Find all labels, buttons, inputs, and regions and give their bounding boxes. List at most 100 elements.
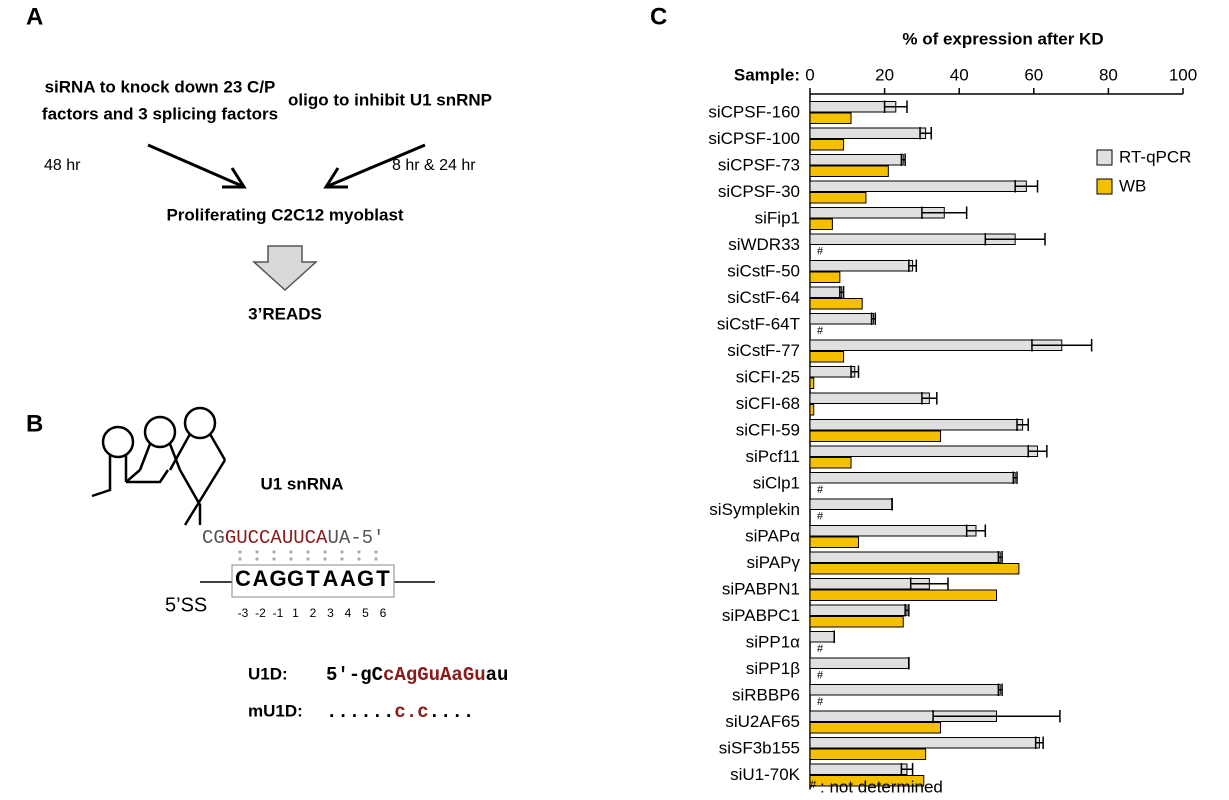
na-marker: # <box>817 696 824 708</box>
seq-part: CG <box>202 527 225 549</box>
positions: -3 -2 -1 1 2 3 4 5 6 <box>238 606 387 620</box>
na-marker: # <box>817 670 824 682</box>
position: -1 <box>273 606 284 620</box>
seq-part: GUCCAUUCA <box>225 527 328 549</box>
category-label: siPP1β <box>746 659 800 678</box>
bar <box>809 154 904 166</box>
logo-letter: T <box>306 566 320 591</box>
block-arrow <box>252 245 318 292</box>
category-label: siCstF-77 <box>727 341 800 360</box>
category-label: siPABPC1 <box>722 606 800 625</box>
na-marker: # <box>817 246 824 258</box>
legend-swatch <box>1096 149 1113 166</box>
category-label: siCstF-50 <box>727 261 800 280</box>
chart-title: % of expression after KD <box>902 29 1103 48</box>
seq-part: ...... <box>326 701 394 723</box>
error-bar <box>932 710 1061 723</box>
category-label: siPAPγ <box>746 553 800 572</box>
bar <box>809 366 856 378</box>
logo-letter: T <box>376 566 390 591</box>
bar <box>809 430 942 442</box>
bar <box>809 313 874 325</box>
position: -2 <box>255 606 266 620</box>
error-bar <box>839 286 845 299</box>
bar <box>809 392 930 404</box>
bar <box>809 298 863 310</box>
category-label: siSymplekin <box>709 500 800 519</box>
error-bar <box>1012 471 1018 484</box>
category-label: siCPSF-73 <box>718 155 800 174</box>
logo-letter: G <box>357 566 374 591</box>
legend-label: WB <box>1119 176 1146 195</box>
seq-part: UA-5′ <box>327 527 384 549</box>
bar <box>809 457 852 469</box>
error-bar <box>909 577 949 590</box>
bar <box>809 472 1016 484</box>
bar <box>809 657 910 669</box>
error-bar <box>900 153 906 166</box>
category-label: siCFI-59 <box>736 420 800 439</box>
category-label: siFip1 <box>755 208 800 227</box>
bar <box>809 139 845 151</box>
bar <box>809 286 843 298</box>
bar <box>809 616 904 628</box>
error-bar <box>921 206 968 219</box>
category-label: siPAPα <box>745 526 800 545</box>
logo-box <box>231 564 395 598</box>
error-bar <box>1014 180 1039 193</box>
error-bar <box>904 604 910 617</box>
category-label: siCstF-64T <box>717 314 800 333</box>
x-tick-label: 20 <box>875 65 894 84</box>
category-label: siPcf11 <box>746 447 801 466</box>
position: 6 <box>380 606 387 620</box>
oligo-name: mU1D: <box>248 701 303 720</box>
u1-sequence: CGGUCCAUUCAUA-5′ <box>202 527 384 549</box>
category-label: siCPSF-100 <box>708 129 800 148</box>
bar <box>809 589 997 601</box>
na-marker: # <box>817 511 824 523</box>
logo-letter: A <box>323 566 339 591</box>
category-label: siPP1α <box>746 632 800 651</box>
error-bar <box>908 259 918 272</box>
bar <box>809 404 815 416</box>
position: 5 <box>362 606 369 620</box>
right-text: oligo to inhibit U1 snRNP <box>288 90 492 109</box>
category-label: siPABPN1 <box>722 579 800 598</box>
bar <box>809 563 1020 575</box>
bar <box>809 631 835 643</box>
error-bar <box>870 312 877 325</box>
error-bar <box>1034 736 1044 749</box>
bar <box>809 722 942 734</box>
category-label: siCPSF-160 <box>708 102 800 121</box>
bar <box>809 604 908 616</box>
site-label: 5’SS <box>165 594 207 616</box>
x-tick-label: 60 <box>1024 65 1043 84</box>
category-label: siSF3b155 <box>719 738 800 757</box>
category-label: siCFI-25 <box>736 367 800 386</box>
category-label: siU1-70K <box>730 765 801 784</box>
bar <box>809 351 845 363</box>
seq-part: .... <box>429 701 475 723</box>
bar <box>809 498 893 510</box>
legend-swatch <box>1096 178 1113 195</box>
legend-label: RT-qPCR <box>1119 147 1191 166</box>
error-bar <box>965 524 987 537</box>
seq-part: au <box>486 664 509 686</box>
category-label: siCPSF-30 <box>718 182 800 201</box>
logo-letter: G <box>269 566 286 591</box>
error-bar <box>1027 445 1048 458</box>
seq-part: 5′-gC <box>326 664 383 686</box>
seq-part: c.c <box>394 701 428 723</box>
position: 4 <box>345 606 352 620</box>
position: 2 <box>310 606 317 620</box>
panel-label: B <box>26 410 43 437</box>
rna-name: U1 snRNA <box>260 474 343 493</box>
logo-letter: C <box>235 566 251 591</box>
error-bar <box>997 683 1003 696</box>
footnote: : not determined <box>820 777 943 796</box>
result: 3’READS <box>248 304 322 323</box>
position: -3 <box>238 606 249 620</box>
bar <box>809 737 1040 749</box>
error-bar <box>984 233 1046 246</box>
